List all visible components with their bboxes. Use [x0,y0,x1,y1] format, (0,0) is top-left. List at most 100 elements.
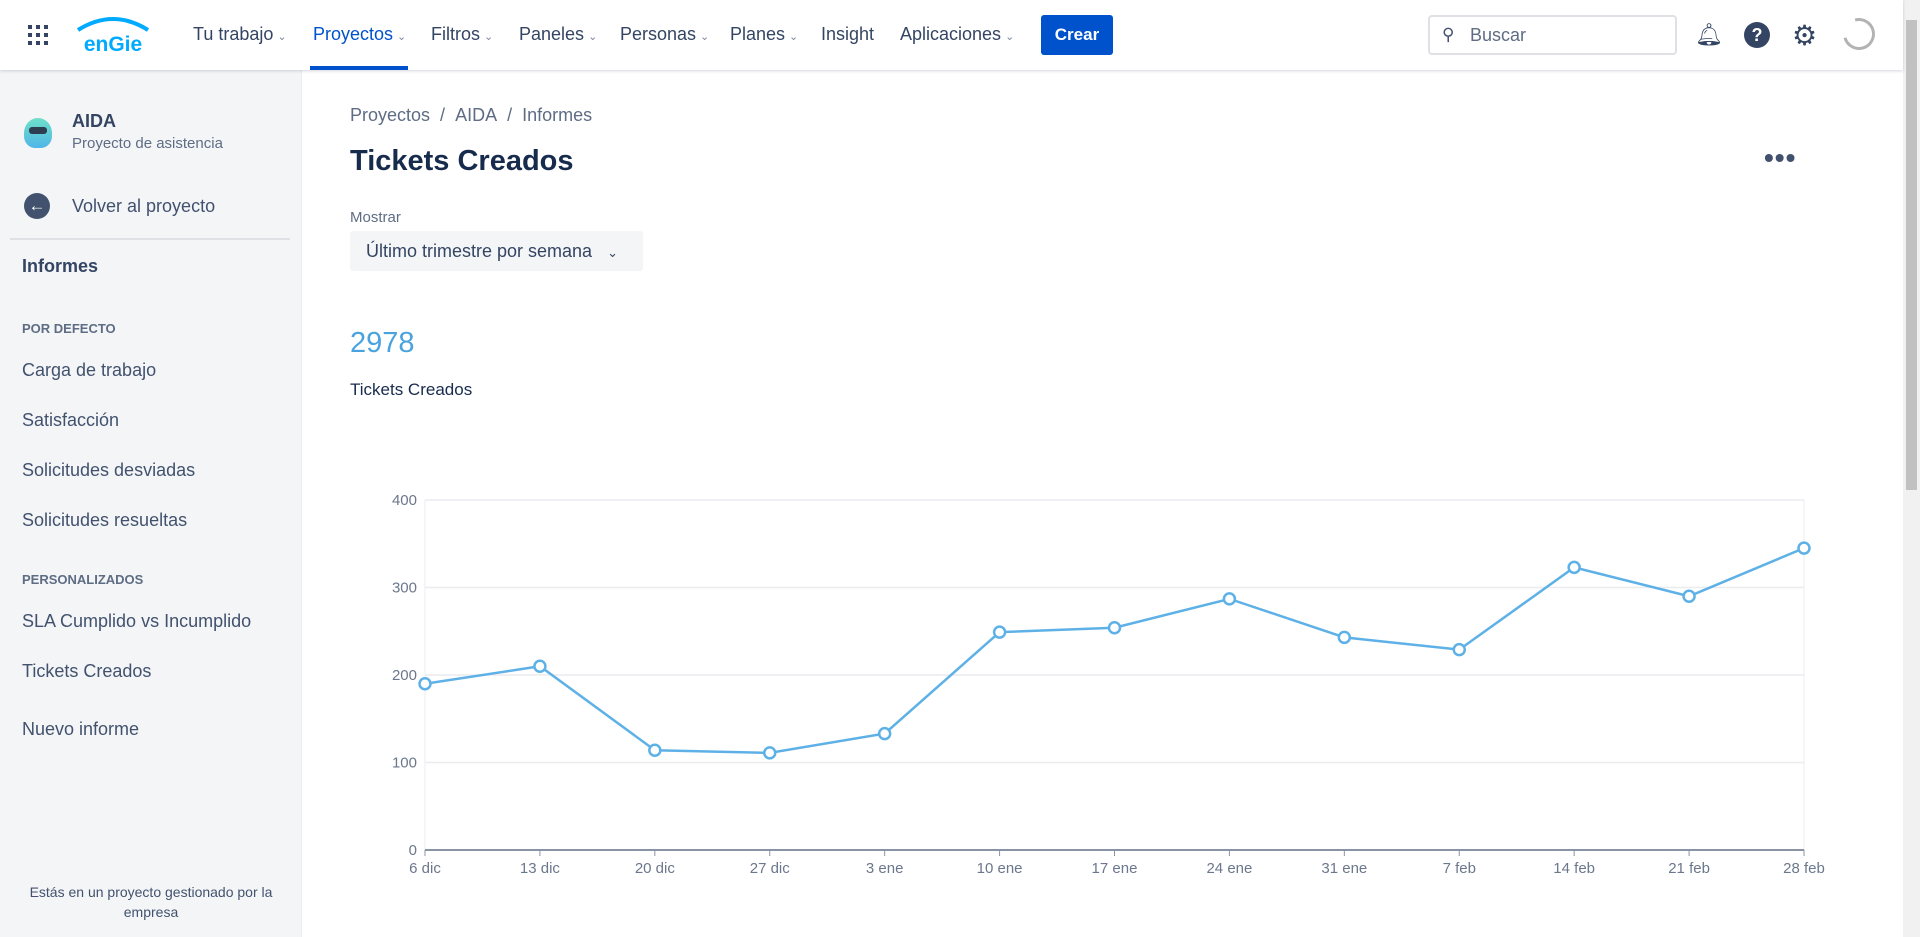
nav-tu-trabajo[interactable]: Tu trabajo ⌄ [193,24,287,45]
nav-label: Aplicaciones [900,24,1002,44]
show-label: Mostrar [350,209,401,226]
scrollbar-thumb[interactable] [1906,20,1917,490]
divider [10,238,290,240]
total-label: Tickets Creados [350,380,473,399]
x-tick-label: 17 ene [1092,860,1138,877]
sidebar-item-tickets-creados[interactable]: Tickets Creados [22,661,152,681]
x-tick-label: 10 ene [977,860,1023,877]
sidebar-item-satisfaccion[interactable]: Satisfacción [22,410,120,430]
sidebar-item-solicitudes-resueltas[interactable]: Solicitudes resueltas [22,510,188,530]
chevron-down-icon: ⌄ [789,31,799,43]
x-tick-label: 20 dic [635,860,676,877]
nav-label: Filtros [431,24,480,44]
sidebar-item-carga-de-trabajo[interactable]: Carga de trabajo [22,360,157,380]
x-tick-label: 24 ene [1206,860,1252,877]
nav-filtros[interactable]: Filtros ⌄ [431,24,493,45]
chevron-down-icon: ⌄ [484,31,494,43]
x-tick-label: 6 dic [409,860,441,877]
search-placeholder: Buscar [1470,25,1527,45]
x-tick-label: 31 ene [1321,860,1367,877]
data-point [648,743,662,757]
period-value: Último trimestre por semana [366,241,593,261]
chevron-down-icon: ⌄ [607,245,618,260]
back-label: Volver al proyecto [72,196,216,216]
chevron-down-icon: ⌄ [397,31,407,43]
project-name: AIDA [72,111,116,131]
more-actions-button[interactable]: ••• [1764,142,1797,173]
new-report-link[interactable]: Nuevo informe [22,719,140,739]
y-tick-label: 400 [392,492,417,509]
series-line [424,546,1805,755]
y-tick-label: 0 [409,842,417,859]
nav-personas[interactable]: Personas ⌄ [620,24,709,45]
chevron-down-icon: ⌄ [277,31,287,43]
y-tick-label: 200 [392,667,417,684]
data-point [1682,589,1696,603]
data-point [1222,592,1237,606]
data-point [1107,621,1122,635]
nav-insight[interactable]: Insight [821,24,874,45]
x-tick-label: 21 feb [1668,860,1710,877]
section-title: Informes [22,256,99,276]
nav-label: Personas [620,24,697,44]
data-point [992,625,1007,639]
engie-logo[interactable]: enGie [70,16,156,56]
tickets-line-chart: 0 100 200 300 400 6 dic 13 dic 20 dic 27 dic 3 en… [392,492,1825,877]
data-point [1567,560,1581,575]
y-tick-label: 300 [392,580,417,597]
default-section-header: POR DEFECTO [22,321,116,336]
chevron-down-icon: ⌄ [700,31,710,43]
y-tick-label: 100 [392,755,417,772]
nav-label: Planes [730,24,786,44]
nav-label: Paneles [519,24,585,44]
total-count: 2978 [350,327,415,359]
data-point [1797,541,1811,555]
data-point [877,726,892,741]
search-input[interactable]: ⚲ Buscar [1428,15,1677,55]
x-tick-label: 28 feb [1783,860,1825,877]
top-navigation: enGie Tu trabajo ⌄ Proyectos ⌄ Filtros ⌄ Pa… [0,0,1903,70]
x-tick-label: 7 feb [1443,860,1476,877]
sidebar-item-sla[interactable]: SLA Cumplido vs Incumplido [22,611,252,631]
data-point [1452,642,1466,657]
sidebar-item-solicitudes-desviadas[interactable]: Solicitudes desviadas [22,460,196,480]
nav-paneles[interactable]: Paneles ⌄ [519,24,597,45]
create-button[interactable]: Crear [1041,15,1113,55]
managed-project-note: Estás en un proyecto gestionado por la e… [29,884,273,920]
period-select[interactable]: Último trimestre por semana ⌄ [350,231,643,271]
arrow-left-icon: ← [24,193,50,219]
data-point [418,677,432,691]
active-nav-indicator [310,66,408,70]
svg-text:enGie: enGie [84,33,142,54]
x-tick-label: 3 ene [866,860,904,877]
data-point [533,659,547,673]
chevron-down-icon: ⌄ [1005,31,1015,43]
chevron-down-icon: ⌄ [588,31,598,43]
profile-avatar[interactable] [1837,12,1881,56]
help-icon[interactable]: ? [1744,22,1770,48]
search-icon: ⚲ [1442,25,1455,44]
page-title: Tickets Creados [350,145,574,177]
project-type: Proyecto de asistencia [72,135,223,152]
nav-aplicaciones[interactable]: Aplicaciones ⌄ [900,24,1014,45]
data-point [1337,630,1352,645]
data-point [763,746,777,760]
notifications-icon[interactable]: 🔔︎ [1695,22,1723,47]
breadcrumb-proyectos[interactable]: Proyectos [350,105,431,125]
nav-planes[interactable]: Planes ⌄ [730,24,798,45]
app-switcher-icon[interactable] [28,25,48,45]
x-tick-label: 27 dic [750,860,791,877]
sidebar: AIDA Proyecto de asistencia ← Volver al … [0,70,302,937]
nav-label: Insight [821,24,875,44]
settings-icon[interactable]: ⚙ [1792,20,1818,51]
breadcrumb: Proyectos / AIDA / Informes [350,105,593,125]
nav-proyectos[interactable]: Proyectos ⌄ [313,24,406,45]
x-tick-label: 13 dic [520,860,561,877]
nav-label: Proyectos [313,24,394,44]
custom-section-header: PERSONALIZADOS [22,572,144,587]
nav-label: Tu trabajo [193,24,274,44]
breadcrumb-informes[interactable]: Informes [522,105,593,125]
x-tick-label: 14 feb [1553,860,1595,877]
breadcrumb-aida[interactable]: AIDA [455,105,498,125]
project-avatar [24,118,52,148]
